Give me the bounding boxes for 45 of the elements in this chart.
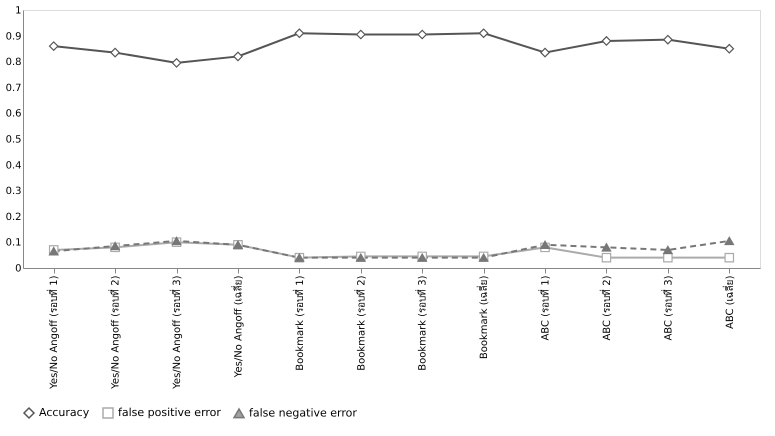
point: [663, 246, 673, 254]
point: [602, 252, 612, 262]
y-tick-label: 0.7: [6, 82, 22, 94]
point: [294, 28, 304, 38]
point: [724, 236, 734, 246]
point: [602, 243, 612, 252]
y-tick-label: 0.2: [6, 212, 22, 223]
x-tick-label: Bookmark (รอบที่ 1): [292, 275, 306, 371]
x-tick-label: Yes/No Angoff (เฉลี่ย): [230, 275, 244, 378]
y-tick-label: 0.1: [6, 238, 22, 249]
point: [663, 252, 673, 262]
point: [724, 252, 734, 262]
x-tick-label: Bookmark (รอบที่ 3): [414, 275, 429, 371]
x-tick-label: ABC (เฉลี่ย): [722, 275, 736, 329]
y-tick-label: 0.6: [6, 108, 22, 120]
x-tick-label: ABC (รอบที่ 3): [660, 275, 674, 341]
point: [602, 36, 612, 46]
y-tick-label: 0: [15, 264, 22, 274]
legend-label: false negative error: [249, 406, 358, 420]
x-tick-label: Yes/No Angoff (รอบที่ 3): [169, 275, 184, 390]
x-tick-label: ABC (รอบที่ 2): [598, 275, 613, 341]
point: [540, 240, 550, 250]
y-tick-label: 0.3: [6, 186, 22, 198]
point: [540, 48, 550, 58]
point: [110, 48, 120, 58]
legend-label: Accuracy: [39, 406, 90, 419]
point: [172, 58, 182, 68]
y-tick-label: 1: [15, 6, 22, 16]
point: [356, 30, 366, 40]
legend-label: false positive error: [118, 406, 222, 419]
point: [233, 52, 243, 62]
point: [478, 28, 488, 38]
x-tick-label: ABC (รอบที่ 1): [538, 275, 552, 341]
point: [724, 44, 734, 54]
x-tick-label: Yes/No Angoff (รอบที่ 1): [46, 275, 60, 390]
point: [48, 41, 58, 51]
y-tick-label: 0.4: [6, 160, 22, 172]
x-tick-label: Bookmark (เฉลี่ย): [476, 275, 490, 360]
y-tick-label: 0.5: [6, 134, 22, 146]
x-tick-label: Yes/No Angoff (รอบที่ 2): [108, 275, 122, 390]
x-tick-label: Bookmark (รอบที่ 2): [353, 275, 368, 371]
y-tick-label: 0.9: [6, 31, 22, 42]
point: [663, 34, 673, 44]
y-tick-label: 0.8: [6, 57, 22, 68]
point: [417, 30, 427, 40]
